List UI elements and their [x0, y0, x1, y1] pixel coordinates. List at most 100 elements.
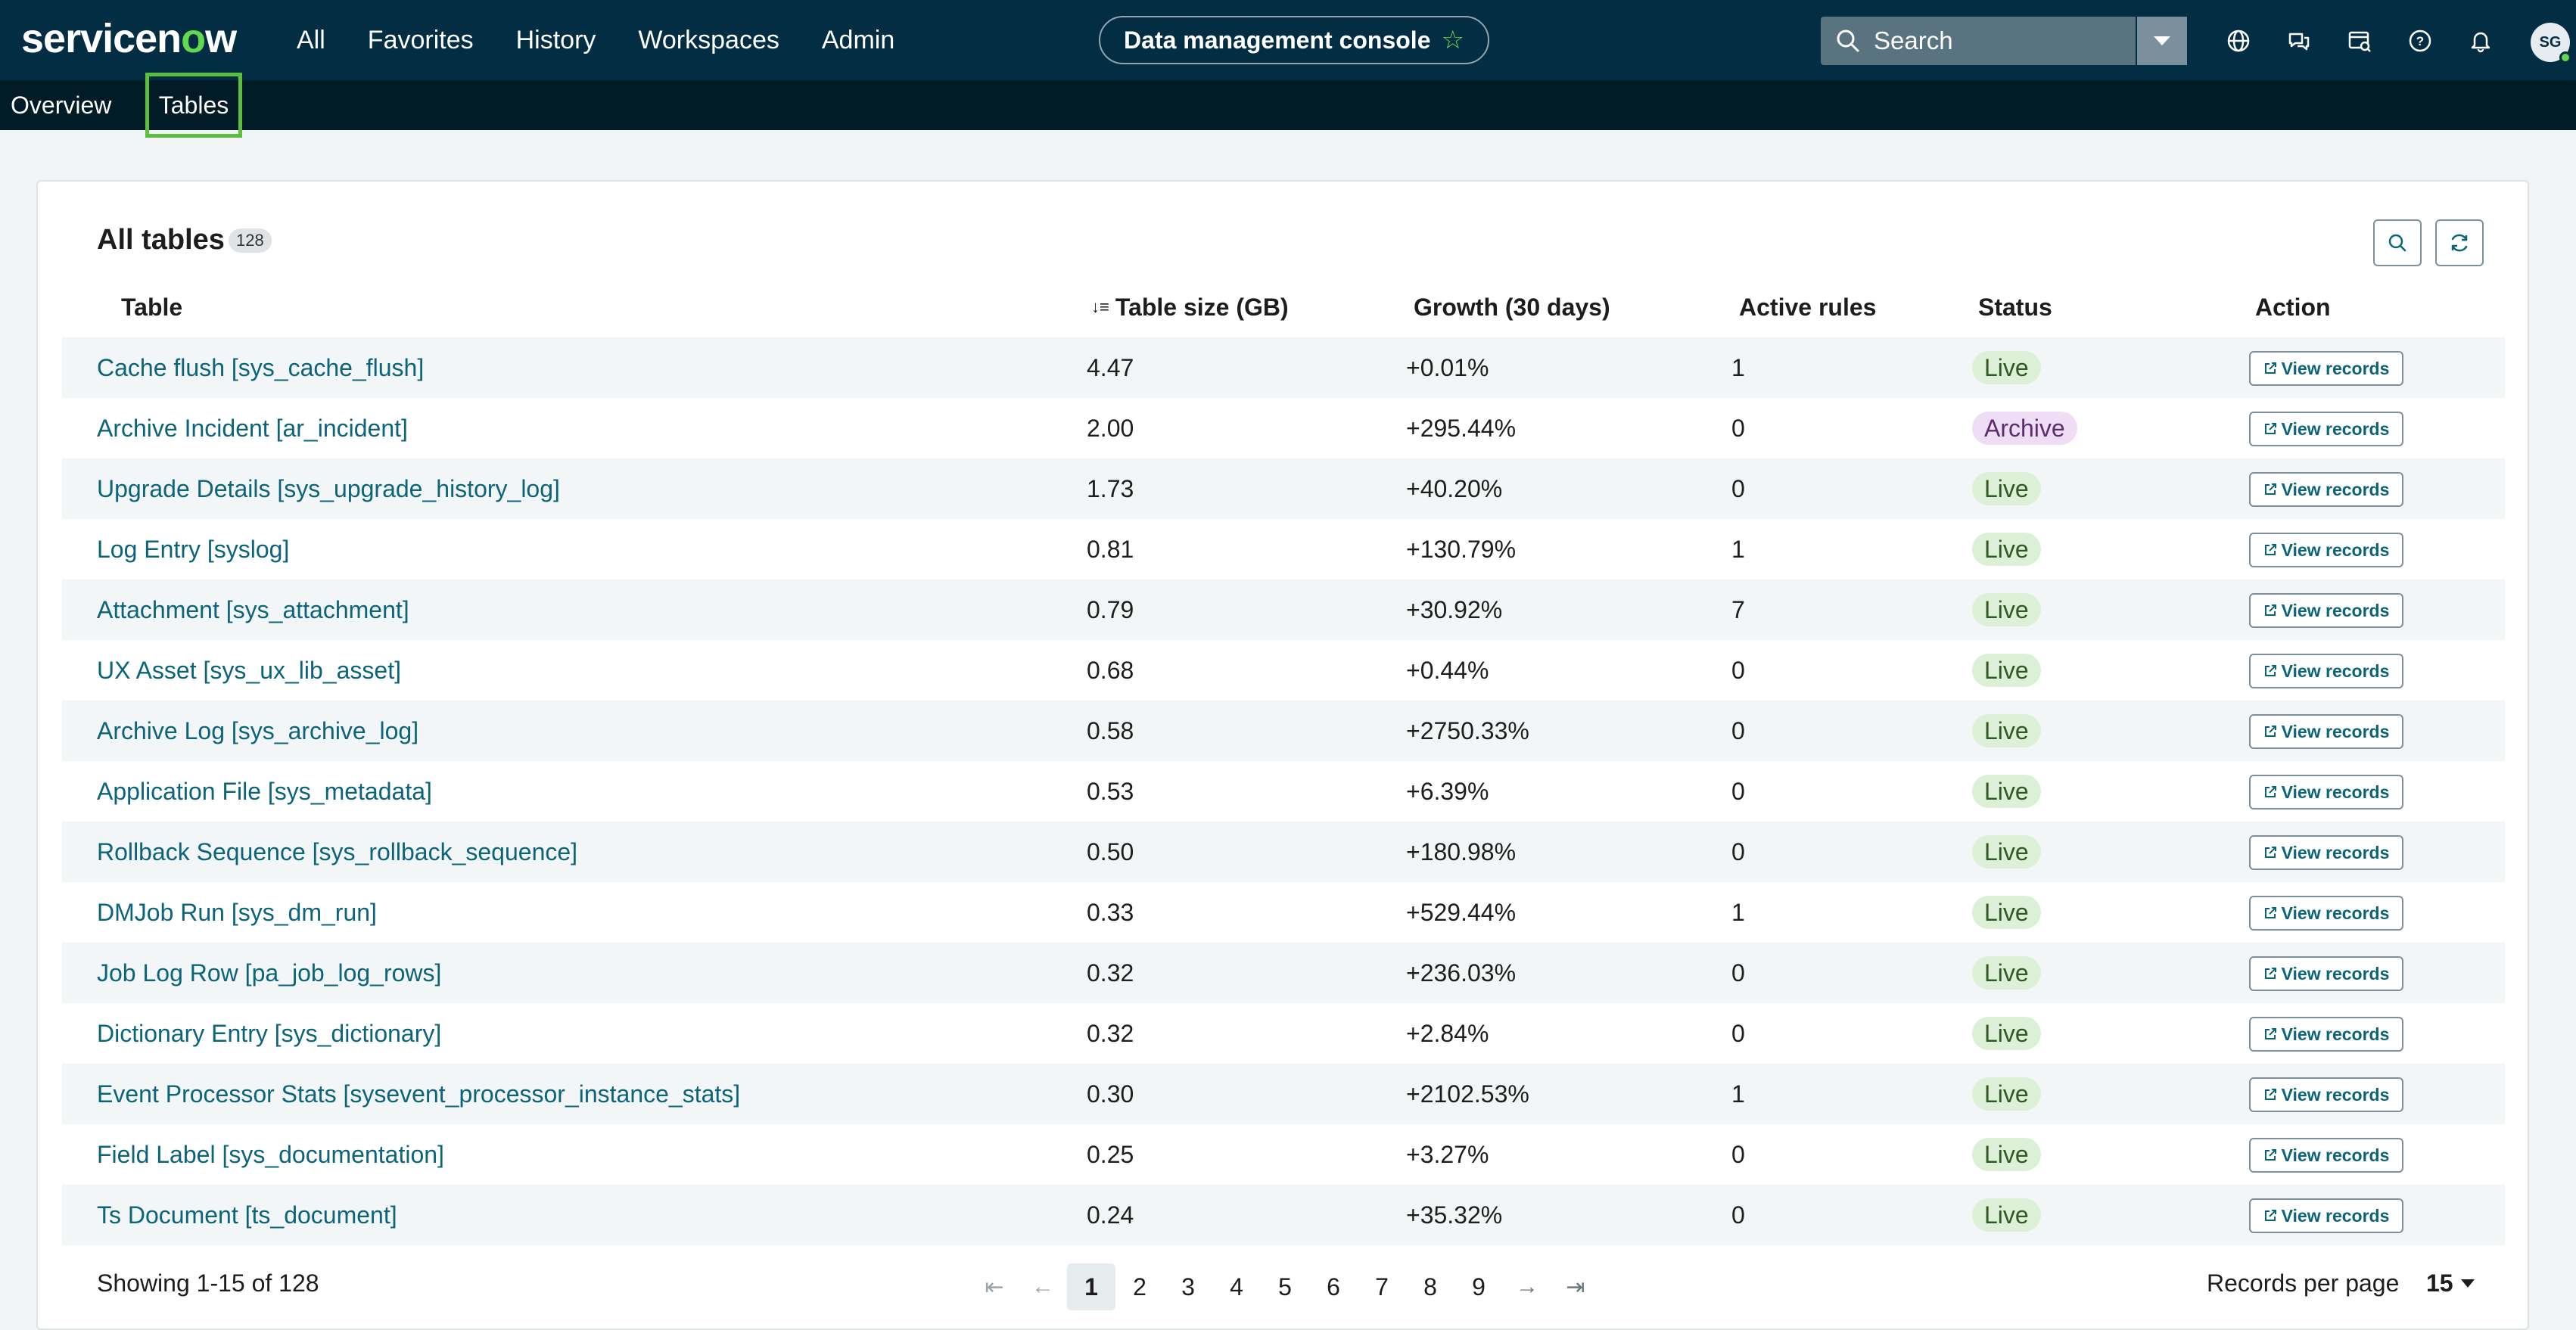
table-row: Archive Log [sys_archive_log] 0.58 +2750.3…: [62, 701, 2505, 761]
page-1[interactable]: 1: [1067, 1263, 1115, 1310]
bell-icon[interactable]: [2461, 21, 2500, 61]
nav-admin[interactable]: Admin: [821, 25, 895, 54]
column-header-active-rules[interactable]: Active rules: [1739, 294, 1877, 321]
view-records-button[interactable]: View records: [2249, 835, 2403, 870]
search-icon: [2388, 234, 2406, 252]
growth-cell: +2102.53%: [1406, 1080, 1529, 1108]
top-nav: All Favorites History Workspaces Admin: [297, 0, 937, 80]
growth-cell: +236.03%: [1406, 959, 1517, 987]
refresh-button[interactable]: [2435, 219, 2484, 266]
chat-icon[interactable]: [2279, 21, 2319, 61]
page-9[interactable]: 9: [1472, 1273, 1486, 1300]
column-header-table[interactable]: Table: [121, 294, 183, 321]
status-badge: Live: [1972, 714, 2041, 747]
table-name-link[interactable]: Rollback Sequence [sys_rollback_sequence…: [97, 838, 578, 865]
table-size-cell: 4.47: [1087, 354, 1134, 381]
view-records-button[interactable]: View records: [2249, 775, 2403, 809]
records-per-page-select[interactable]: 15: [2426, 1269, 2475, 1297]
view-records-label: View records: [2281, 903, 2390, 923]
table-name-link[interactable]: Archive Log [sys_archive_log]: [97, 717, 419, 744]
column-header-size-label: Table size (GB): [1115, 294, 1289, 321]
status-badge: Live: [1972, 1017, 2041, 1050]
servicenow-logo[interactable]: servicenow: [21, 16, 237, 61]
nav-favorites[interactable]: Favorites: [367, 25, 474, 54]
page-5[interactable]: 5: [1278, 1273, 1292, 1300]
view-records-button[interactable]: View records: [2249, 593, 2403, 628]
search-scope-dropdown[interactable]: [2136, 17, 2187, 65]
status-badge: Live: [1972, 896, 2041, 929]
table-search-button[interactable]: [2373, 219, 2422, 266]
next-page-icon[interactable]: →: [1516, 1274, 1538, 1299]
table-name-link[interactable]: Event Processor Stats [sysevent_processo…: [97, 1080, 741, 1108]
global-search-input[interactable]: Search: [1821, 17, 2187, 65]
view-records-button[interactable]: View records: [2249, 1198, 2403, 1233]
page-6[interactable]: 6: [1327, 1273, 1340, 1300]
previous-page-icon[interactable]: ←: [1031, 1274, 1054, 1299]
reports-icon[interactable]: [2340, 21, 2379, 61]
active-rules-cell: 0: [1731, 1201, 1745, 1229]
table-name-link[interactable]: Ts Document [ts_document]: [97, 1201, 397, 1229]
nav-workspaces[interactable]: Workspaces: [638, 25, 779, 54]
external-link-icon: [2264, 907, 2276, 918]
view-records-button[interactable]: View records: [2249, 714, 2403, 749]
column-header-growth[interactable]: Growth (30 days): [1414, 294, 1610, 321]
view-records-label: View records: [2281, 963, 2390, 984]
last-page-icon[interactable]: ⇥: [1566, 1274, 1585, 1300]
view-records-button[interactable]: View records: [2249, 533, 2403, 567]
status-badge: Live: [1972, 956, 2041, 990]
nav-all[interactable]: All: [297, 25, 325, 54]
view-records-button[interactable]: View records: [2249, 472, 2403, 507]
table-size-cell: 2.00: [1087, 415, 1134, 442]
view-records-button[interactable]: View records: [2249, 654, 2403, 688]
view-records-button[interactable]: View records: [2249, 896, 2403, 931]
user-avatar[interactable]: SG: [2531, 23, 2571, 64]
table-row: Cache flush [sys_cache_flush] 4.47 +0.01% 1…: [62, 337, 2505, 398]
table-name-link[interactable]: Upgrade Details [sys_upgrade_history_log…: [97, 475, 560, 502]
nav-history[interactable]: History: [515, 25, 596, 54]
growth-cell: +30.92%: [1406, 596, 1503, 623]
favorite-star-icon[interactable]: ☆: [1441, 26, 1464, 54]
table-row: Archive Incident [ar_incident] 2.00 +295.4…: [62, 398, 2505, 458]
page-7[interactable]: 7: [1375, 1273, 1389, 1300]
growth-cell: +180.98%: [1406, 838, 1517, 865]
view-records-button[interactable]: View records: [2249, 412, 2403, 446]
table-name-link[interactable]: Job Log Row [pa_job_log_rows]: [97, 959, 442, 987]
table-name-link[interactable]: UX Asset [sys_ux_lib_asset]: [97, 657, 401, 684]
globe-icon[interactable]: [2219, 21, 2258, 61]
all-tables-card: All tables 128 Table ↓≡ Table size (GB) …: [36, 180, 2529, 1330]
status-badge: Live: [1972, 593, 2041, 626]
table-name-link[interactable]: Application File [sys_metadata]: [97, 778, 432, 805]
tab-tables[interactable]: Tables: [145, 73, 242, 138]
table-name-link[interactable]: Field Label [sys_documentation]: [97, 1141, 444, 1168]
external-link-icon: [2264, 1028, 2276, 1039]
view-records-button[interactable]: View records: [2249, 1017, 2403, 1052]
view-records-label: View records: [2281, 1084, 2390, 1105]
page-2[interactable]: 2: [1133, 1273, 1146, 1300]
view-records-button[interactable]: View records: [2249, 1138, 2403, 1173]
first-page-icon[interactable]: ⇤: [985, 1274, 1004, 1300]
table-name-link[interactable]: Log Entry [syslog]: [97, 536, 290, 563]
view-records-label: View records: [2281, 1024, 2390, 1044]
page-8[interactable]: 8: [1423, 1273, 1437, 1300]
table-name-link[interactable]: Cache flush [sys_cache_flush]: [97, 354, 425, 381]
table-size-cell: 0.79: [1087, 596, 1134, 623]
column-header-size[interactable]: ↓≡ Table size (GB): [1091, 292, 1289, 322]
table-name-link[interactable]: Attachment [sys_attachment]: [97, 596, 409, 623]
page-3[interactable]: 3: [1181, 1273, 1195, 1300]
records-per-page-value: 15: [2426, 1269, 2453, 1297]
active-rules-cell: 0: [1731, 657, 1745, 684]
help-icon[interactable]: ?: [2400, 21, 2440, 61]
view-records-button[interactable]: View records: [2249, 956, 2403, 991]
column-header-status[interactable]: Status: [1978, 294, 2052, 321]
status-badge: Live: [1972, 1077, 2041, 1111]
table-name-link[interactable]: Archive Incident [ar_incident]: [97, 415, 408, 442]
table-name-link[interactable]: Dictionary Entry [sys_dictionary]: [97, 1020, 442, 1047]
page-4[interactable]: 4: [1230, 1273, 1243, 1300]
table-name-link[interactable]: DMJob Run [sys_dm_run]: [97, 899, 377, 926]
tab-overview[interactable]: Overview: [11, 92, 112, 119]
table-row: Field Label [sys_documentation] 0.25 +3.27…: [62, 1124, 2505, 1185]
view-records-button[interactable]: View records: [2249, 351, 2403, 386]
external-link-icon: [2264, 726, 2276, 737]
context-pill[interactable]: Data management console ☆: [1099, 16, 1489, 64]
view-records-button[interactable]: View records: [2249, 1077, 2403, 1112]
